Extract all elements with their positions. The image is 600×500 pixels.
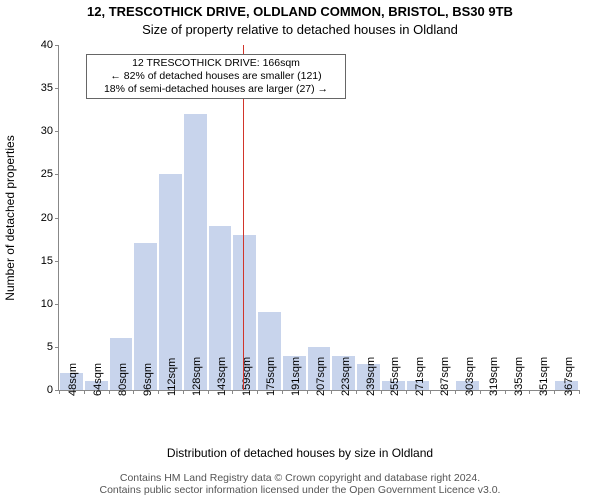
x-tick (505, 390, 506, 394)
y-tick (55, 174, 59, 175)
page-subtitle: Size of property relative to detached ho… (0, 22, 600, 37)
y-tick (55, 88, 59, 89)
x-tick-label: 48sqm (67, 363, 79, 396)
x-tick-label: 367sqm (563, 357, 575, 396)
x-tick (430, 390, 431, 394)
histogram-bar (183, 114, 208, 390)
x-tick-label: 335sqm (513, 357, 525, 396)
footer-line: Contains HM Land Registry data © Crown c… (0, 472, 600, 484)
x-tick-label: 128sqm (191, 357, 203, 396)
x-tick-label: 96sqm (142, 363, 154, 396)
chart-container: 12, TRESCOTHICK DRIVE, OLDLAND COMMON, B… (0, 0, 600, 500)
x-tick (133, 390, 134, 394)
x-tick-label: 239sqm (365, 357, 377, 396)
y-tick (55, 304, 59, 305)
x-tick-label: 80sqm (117, 363, 129, 396)
x-tick (554, 390, 555, 394)
x-tick-label: 303sqm (464, 357, 476, 396)
x-tick-label: 64sqm (92, 363, 104, 396)
x-tick-label: 255sqm (389, 357, 401, 396)
x-tick (356, 390, 357, 394)
annotation-line: 12 TRESCOTHICK DRIVE: 166sqm (91, 57, 341, 70)
x-tick-label: 143sqm (216, 357, 228, 396)
x-tick-label: 112sqm (166, 358, 178, 396)
y-tick (55, 218, 59, 219)
x-tick (158, 390, 159, 394)
x-tick (282, 390, 283, 394)
x-tick-label: 175sqm (265, 357, 277, 396)
footer-attribution: Contains HM Land Registry data © Crown c… (0, 472, 600, 496)
x-tick (257, 390, 258, 394)
x-tick-label: 287sqm (439, 357, 451, 396)
y-tick-label: 35 (41, 82, 53, 94)
x-tick (59, 390, 60, 394)
x-tick (183, 390, 184, 394)
y-tick (55, 45, 59, 46)
page-title: 12, TRESCOTHICK DRIVE, OLDLAND COMMON, B… (0, 4, 600, 19)
annotation-line: 18% of semi-detached houses are larger (… (91, 83, 341, 96)
x-tick (480, 390, 481, 394)
y-tick-label: 25 (41, 168, 53, 180)
x-tick (331, 390, 332, 394)
y-tick-label: 10 (41, 298, 53, 310)
y-tick-label: 5 (47, 341, 53, 353)
y-tick-label: 0 (47, 384, 53, 396)
x-tick (232, 390, 233, 394)
x-tick-label: 351sqm (538, 357, 550, 396)
y-axis-label: Number of detached properties (3, 135, 17, 300)
x-tick (529, 390, 530, 394)
x-axis-label: Distribution of detached houses by size … (0, 446, 600, 460)
x-tick-label: 191sqm (290, 357, 302, 396)
x-tick (381, 390, 382, 394)
y-tick-label: 15 (41, 255, 53, 267)
x-tick (406, 390, 407, 394)
y-tick-label: 40 (41, 39, 53, 51)
y-tick (55, 261, 59, 262)
annotation-box: 12 TRESCOTHICK DRIVE: 166sqm ← 82% of de… (86, 54, 346, 99)
x-tick-label: 223sqm (340, 357, 352, 396)
x-tick-label: 271sqm (414, 357, 426, 396)
y-tick-label: 20 (41, 212, 53, 224)
x-tick-label: 207sqm (315, 357, 327, 396)
x-tick (208, 390, 209, 394)
x-tick-label: 319sqm (488, 357, 500, 396)
x-tick (109, 390, 110, 394)
x-tick (84, 390, 85, 394)
x-tick (307, 390, 308, 394)
footer-line: Contains public sector information licen… (0, 484, 600, 496)
y-tick-label: 30 (41, 125, 53, 137)
annotation-line: ← 82% of detached houses are smaller (12… (91, 70, 341, 83)
x-tick (579, 390, 580, 394)
x-tick (455, 390, 456, 394)
y-tick (55, 347, 59, 348)
y-tick (55, 131, 59, 132)
